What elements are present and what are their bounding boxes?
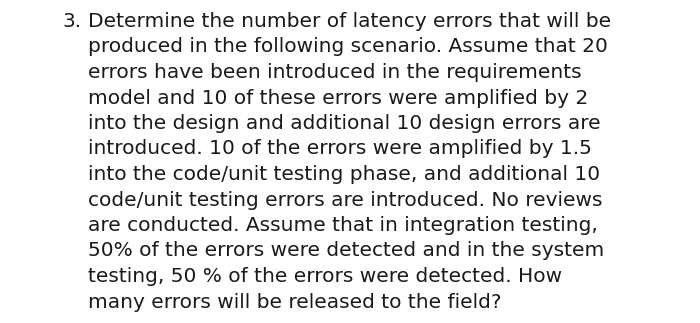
Text: into the design and additional 10 design errors are: into the design and additional 10 design… [88,114,601,133]
Text: are conducted. Assume that in integration testing,: are conducted. Assume that in integratio… [88,216,598,235]
Text: introduced. 10 of the errors were amplified by 1.5: introduced. 10 of the errors were amplif… [88,140,592,159]
Text: many errors will be released to the field?: many errors will be released to the fiel… [88,293,501,311]
Text: testing, 50 % of the errors were detected. How: testing, 50 % of the errors were detecte… [88,267,562,286]
Text: errors have been introduced in the requirements: errors have been introduced in the requi… [88,63,582,82]
Text: 50% of the errors were detected and in the system: 50% of the errors were detected and in t… [88,242,604,261]
Text: produced in the following scenario. Assume that 20: produced in the following scenario. Assu… [88,37,608,57]
Text: 3.: 3. [62,12,81,31]
Text: Determine the number of latency errors that will be: Determine the number of latency errors t… [88,12,611,31]
Text: model and 10 of these errors were amplified by 2: model and 10 of these errors were amplif… [88,89,588,108]
Text: code/unit testing errors are introduced. No reviews: code/unit testing errors are introduced.… [88,191,603,210]
Text: into the code/unit testing phase, and additional 10: into the code/unit testing phase, and ad… [88,165,600,184]
